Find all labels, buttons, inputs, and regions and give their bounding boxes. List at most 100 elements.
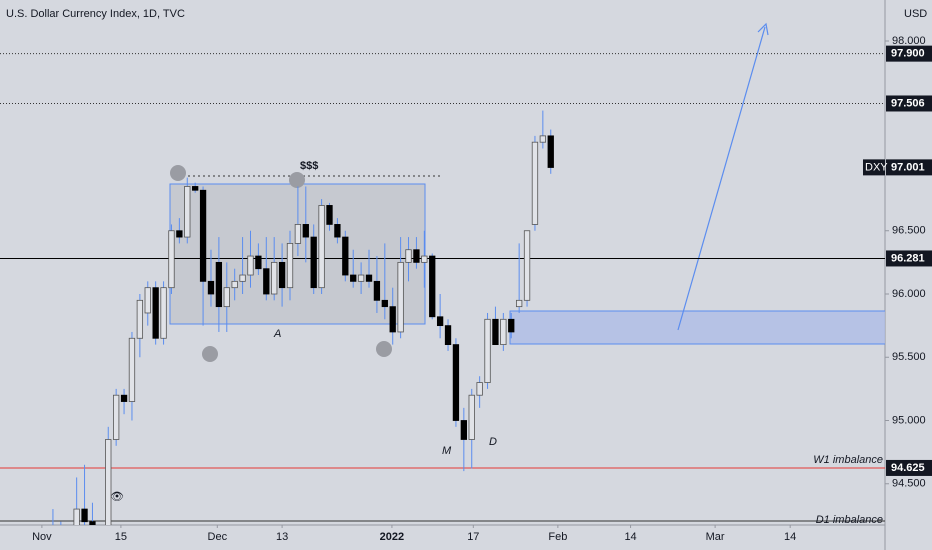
marker-circle <box>289 172 305 188</box>
candle-body <box>539 135 547 143</box>
marker-circle <box>376 341 392 357</box>
annotation: $$$ <box>300 160 318 172</box>
candle-body <box>263 268 270 295</box>
x-tick-label: Mar <box>706 531 725 543</box>
candle-body <box>255 255 262 270</box>
candle-body <box>381 299 388 308</box>
y-tick-label: 95.000 <box>892 414 926 426</box>
candle-body <box>223 287 230 308</box>
candle-body <box>160 287 167 339</box>
imbalance-zone <box>509 310 885 345</box>
symbol-label: DXY <box>865 161 888 173</box>
candle-body <box>215 261 223 308</box>
candle-body <box>152 287 159 339</box>
candle-body <box>460 420 467 440</box>
level-name: W1 imbalance <box>813 454 883 466</box>
candle-body <box>429 255 436 318</box>
x-tick-label: Nov <box>32 531 52 543</box>
y-tick-label: 96.000 <box>892 288 926 300</box>
candle-body <box>271 261 278 295</box>
candle-body <box>413 249 420 263</box>
candle-body <box>286 242 294 289</box>
candle-body <box>515 299 523 308</box>
candle-body <box>357 274 365 282</box>
price-label-box <box>886 45 932 62</box>
x-tick-label: 17 <box>467 531 479 543</box>
candle-body <box>547 135 554 168</box>
candle-body <box>531 141 539 225</box>
candle-body <box>436 316 444 327</box>
candle-body <box>350 274 357 282</box>
currency: USD <box>904 8 927 20</box>
candle-body <box>476 382 483 396</box>
candle-body <box>318 205 325 289</box>
candle-body <box>120 394 128 402</box>
x-tick-label: 14 <box>784 531 796 543</box>
candle-body <box>389 306 396 333</box>
candle-body <box>199 189 207 282</box>
candle-body <box>373 280 381 301</box>
candle-body <box>278 261 286 289</box>
candle-body <box>397 261 404 333</box>
arrow-head <box>757 22 769 36</box>
y-tick-label: 94.500 <box>892 478 926 490</box>
annotation: D <box>489 436 497 448</box>
candle-body <box>192 186 199 191</box>
candle-body <box>452 344 460 421</box>
marker-circle <box>170 165 186 181</box>
candle-body <box>73 508 80 525</box>
x-tick-label: 15 <box>115 531 127 543</box>
price-label: 96.281 <box>891 252 925 264</box>
candle-body <box>508 318 515 333</box>
price-label-box <box>886 459 932 476</box>
candle-body <box>310 236 317 289</box>
candle-body <box>500 318 507 346</box>
annotation: A <box>273 328 281 340</box>
candle-body <box>444 325 452 346</box>
chart-title: U.S. Dollar Currency Index, 1D, TVC <box>6 8 185 20</box>
price-label-box <box>886 95 932 112</box>
candle-body <box>113 394 120 440</box>
price-label: 94.625 <box>891 462 925 474</box>
x-tick-label: Feb <box>548 531 567 543</box>
candle-body <box>405 249 412 263</box>
candle-body <box>334 224 341 238</box>
price-label-box <box>886 250 932 267</box>
candle-body <box>168 230 175 289</box>
y-tick-label: 95.500 <box>892 351 926 363</box>
candle-body <box>365 274 373 282</box>
candle-body <box>326 205 333 225</box>
candle-body <box>468 394 475 440</box>
candle-body <box>136 299 144 339</box>
price-label: 97.900 <box>891 48 925 60</box>
projection-arrow <box>677 26 766 331</box>
candle-body <box>144 287 151 314</box>
candle-body <box>492 318 499 346</box>
plot: $$$ A M D D1 imbalance 👁 W1 imbalance <box>0 22 885 526</box>
annotation: D1 imbalance <box>816 514 883 526</box>
x-tick-label: Dec <box>208 531 228 543</box>
price-label: 97.506 <box>891 97 925 109</box>
candle-body <box>231 280 238 289</box>
candle-body <box>89 521 96 525</box>
x-tick-label: 14 <box>624 531 636 543</box>
candle-body <box>128 337 136 402</box>
candle-body <box>247 255 254 276</box>
candle-body <box>294 224 302 244</box>
candle-body <box>421 255 428 263</box>
eye-icon[interactable]: 👁 <box>110 491 124 503</box>
candle-body <box>239 274 246 282</box>
x-tick-label: 2022 <box>380 531 404 543</box>
marker-circle <box>202 346 218 362</box>
candle-body <box>342 236 349 276</box>
candle-body <box>484 318 491 383</box>
x-tick-label: 13 <box>276 531 288 543</box>
symbol-box <box>863 159 885 176</box>
last-price-label: 97.001 <box>891 161 925 173</box>
candle-body <box>105 439 112 525</box>
y-tick-label: 96.500 <box>892 225 926 237</box>
candle-body <box>176 230 183 238</box>
